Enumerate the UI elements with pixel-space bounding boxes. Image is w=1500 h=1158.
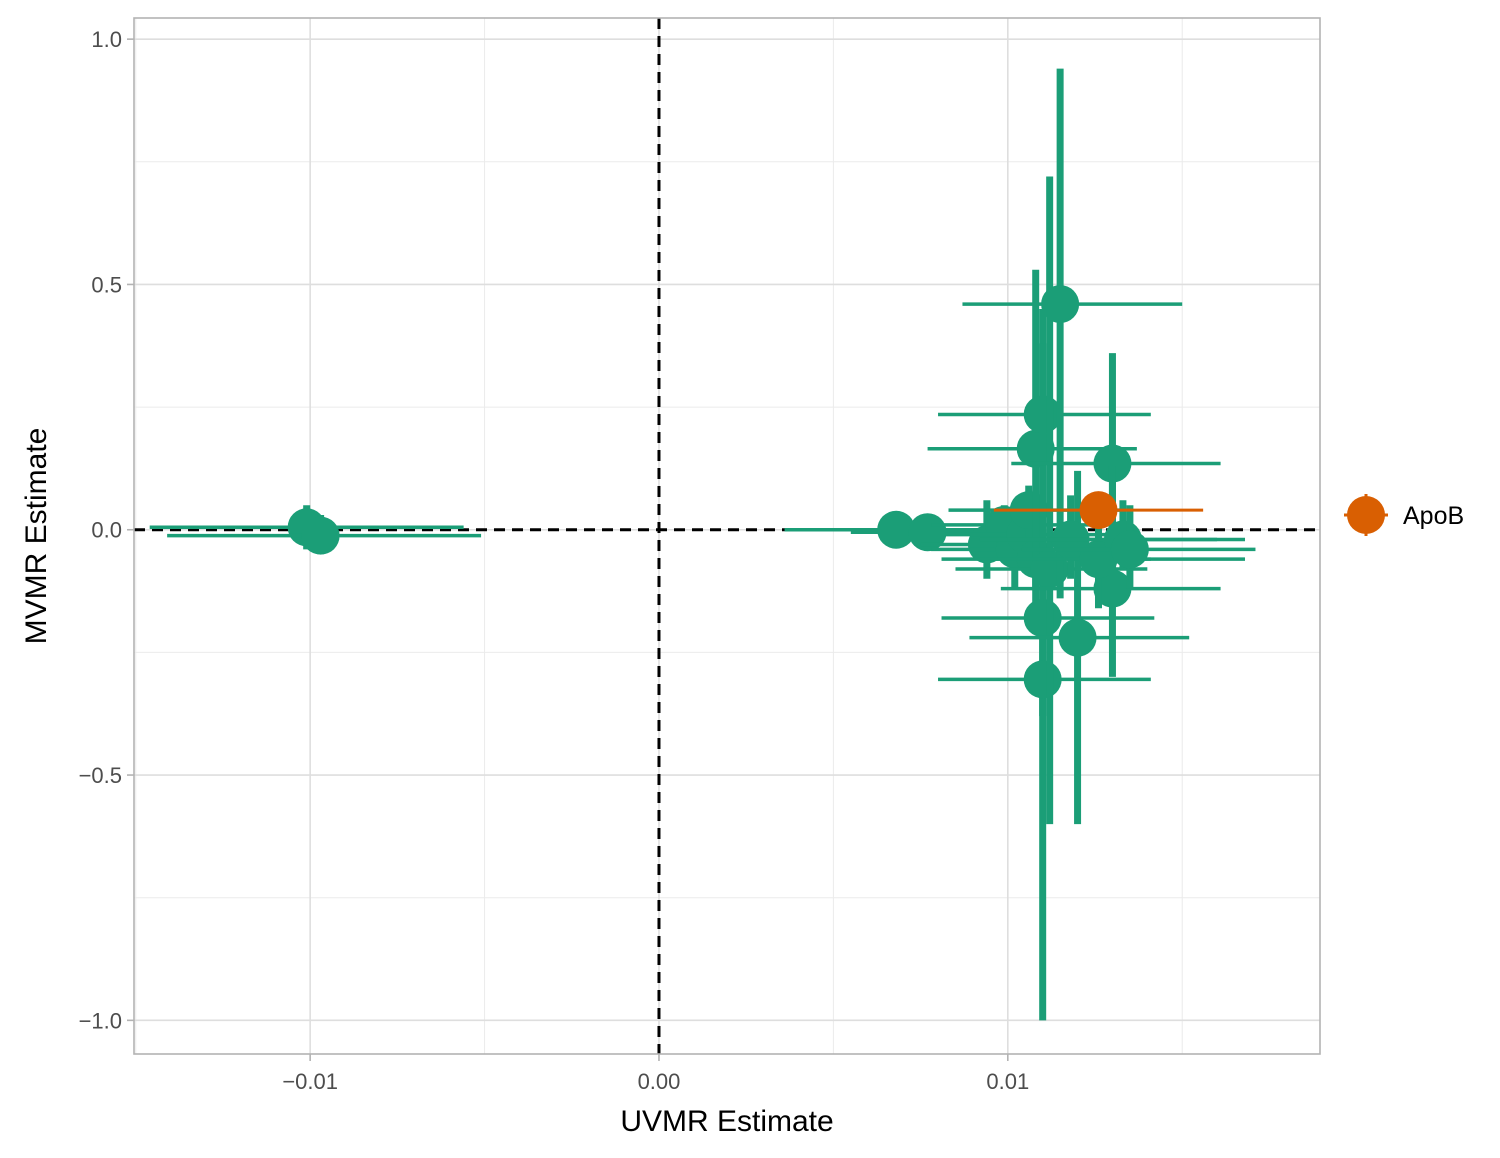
y-tick-label: 0.0 <box>91 518 122 543</box>
y-tick-label: 1.0 <box>91 27 122 52</box>
y-tick-label: −1.0 <box>79 1008 122 1033</box>
data-point <box>1079 491 1118 530</box>
data-point-group <box>784 510 1001 549</box>
data-point <box>1023 660 1062 699</box>
data-point <box>1093 569 1132 608</box>
data-point <box>908 513 947 552</box>
data-point-group <box>167 515 482 555</box>
x-tick-label: −0.01 <box>282 1069 338 1094</box>
x-tick-label: 0.01 <box>986 1069 1029 1094</box>
reference-lines <box>134 18 1320 1054</box>
data-point <box>1041 285 1080 324</box>
data-point-group <box>1021 505 1256 589</box>
y-tick-label: −0.5 <box>79 763 122 788</box>
data-point-group <box>993 491 1204 530</box>
legend: ApoB <box>1344 494 1464 536</box>
data-marks <box>149 68 1256 1021</box>
data-point <box>877 510 916 549</box>
y-axis-title: MVMR Estimate <box>20 428 53 645</box>
data-point <box>1093 444 1132 483</box>
x-tick-label: 0.00 <box>638 1069 681 1094</box>
legend-label: ApoB <box>1403 502 1464 530</box>
data-point <box>1110 530 1149 569</box>
axes: −0.01 0.00 0.01 −1.0 −0.5 0.0 0.5 1.0 <box>79 27 1030 1094</box>
data-point <box>1058 618 1097 657</box>
data-point <box>301 516 340 555</box>
y-tick-label: 0.5 <box>91 272 122 297</box>
plot-border <box>133 17 1321 1055</box>
legend-key-point <box>1347 496 1385 534</box>
x-axis-title: UVMR Estimate <box>620 1105 833 1138</box>
